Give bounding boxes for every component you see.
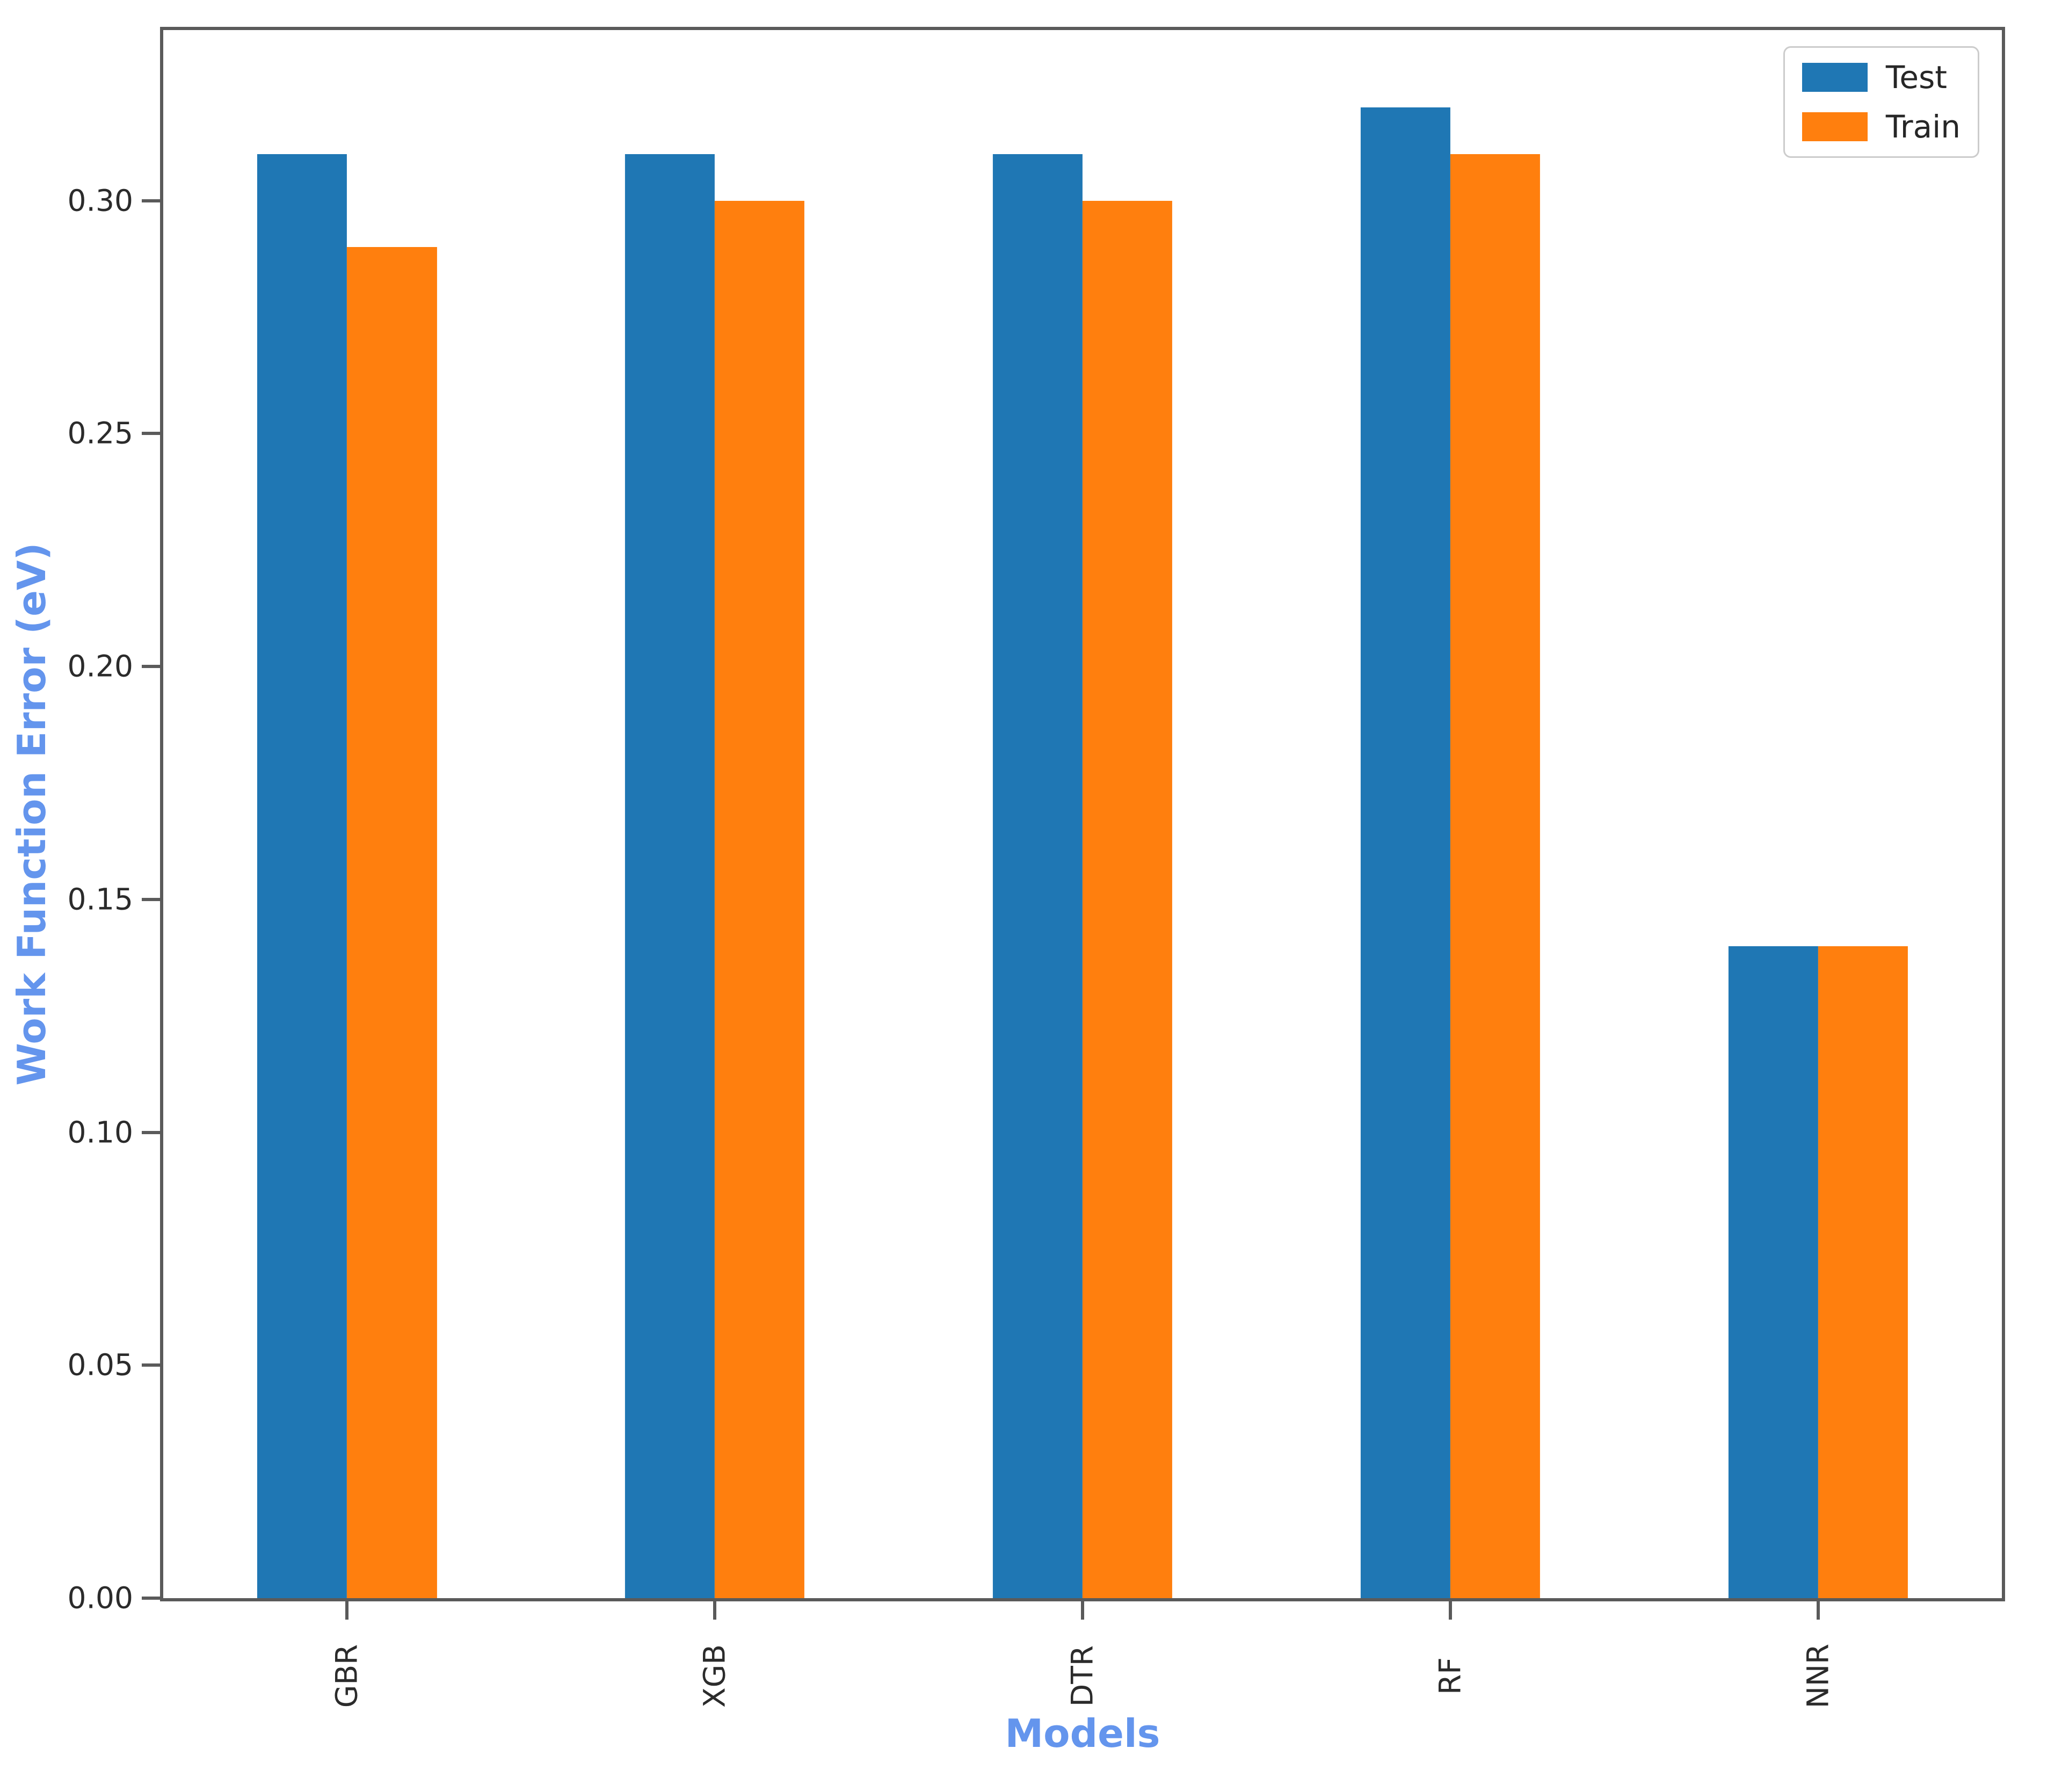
x-tick-DTR [1081,1601,1084,1620]
y-tick-0.25 [142,432,160,436]
y-tick-label-0.15: 0.15 [67,882,133,917]
y-tick-label-0.30: 0.30 [67,183,133,218]
y-tick-0.10 [142,1130,160,1134]
bar-train-XGB [715,200,805,1598]
x-tick-GBR [345,1601,349,1620]
bar-test-RF [1360,107,1450,1598]
x-axis-title: Models [1005,1711,1160,1756]
bar-group-NNR [1728,30,1908,1598]
bar-train-RF [1450,154,1540,1598]
x-tick-label-NNR: NNR [1800,1643,1835,1709]
bar-train-DTR [1083,200,1173,1598]
x-tick-label-DTR: DTR [1065,1645,1100,1707]
x-tick-NNR [1816,1601,1820,1620]
bar-group-RF [1360,30,1540,1598]
legend-swatch-test-icon [1802,63,1868,92]
legend-label-train: Train [1885,108,1961,145]
y-tick-0.20 [142,665,160,669]
legend-entry-test: Test [1802,62,1961,93]
y-tick-label-0.10: 0.10 [67,1115,133,1150]
plot-area: 0.00 0.05 0.10 0.15 0.20 0.25 0.30 GBR XGB DTR RF… [9,27,2005,1753]
legend-label-test: Test [1885,59,1948,96]
bar-group-DTR [992,30,1173,1598]
y-axis-title: Work Function Error (eV) [9,542,54,1086]
y-tick-label-0.00: 0.00 [67,1580,133,1615]
x-tick-label-RF: RF [1433,1657,1468,1695]
legend-entry-train: Train [1802,111,1961,142]
x-tick-XGB [713,1601,717,1620]
y-tick-label-0.20: 0.20 [67,649,133,684]
bar-group-GBR [257,30,437,1598]
bar-test-DTR [992,154,1083,1598]
y-tick-label-0.05: 0.05 [67,1347,133,1382]
bar-train-NNR [1818,946,1908,1598]
legend-swatch-train-icon [1802,112,1868,141]
y-tick-label-0.25: 0.25 [67,416,133,451]
bar-test-XGB [625,154,715,1598]
legend: Test Train [1783,46,1979,158]
bar-group-XGB [625,30,805,1598]
x-tick-label-XGB: XGB [697,1644,732,1708]
bar-test-NNR [1728,946,1818,1598]
y-tick-0.15 [142,897,160,901]
x-tick-RF [1448,1601,1452,1620]
bar-test-GBR [257,154,347,1598]
x-tick-label-GBR: GBR [329,1644,364,1708]
bar-train-GBR [347,247,437,1598]
y-tick-0.00 [142,1597,160,1600]
y-tick-0.05 [142,1363,160,1367]
y-tick-0.30 [142,199,160,202]
